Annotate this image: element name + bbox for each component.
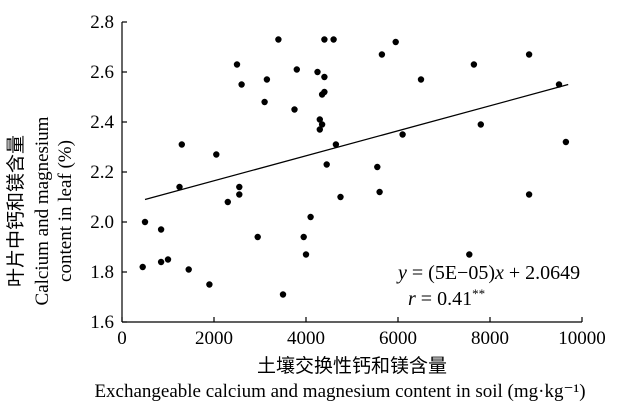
data-point (470, 61, 478, 68)
data-point (176, 183, 183, 191)
y-axis-title-en-1: Calcium and magnesium (32, 116, 53, 305)
data-point (525, 191, 533, 198)
data-point (141, 218, 149, 226)
data-point (316, 116, 323, 123)
data-point (300, 233, 307, 241)
data-point (261, 98, 268, 106)
x-ticks: 0 2000 4000 6000 8000 10000 (117, 317, 606, 349)
data-point (279, 291, 287, 298)
x-tick-label: 4000 (287, 328, 325, 349)
data-point (374, 163, 381, 171)
data-point (291, 106, 298, 113)
data-point (185, 266, 192, 273)
data-point (178, 141, 185, 148)
data-point (307, 213, 314, 221)
y-tick-label: 2.2 (90, 162, 114, 183)
data-point (233, 61, 241, 68)
y-tick-label: 2.6 (90, 62, 114, 83)
data-point (236, 183, 243, 191)
data-point (293, 66, 300, 73)
data-point (378, 51, 386, 58)
x-axis-title-zh: 土壤交换性钙和镁含量 (257, 355, 447, 377)
y-axis-title-zh: 叶片中钙和镁含量 (5, 135, 27, 287)
data-point (330, 36, 337, 43)
y-tick-label: 2.8 (90, 12, 114, 33)
x-tick-label: 6000 (379, 328, 417, 349)
x-tick-label: 2000 (195, 328, 233, 349)
data-point (302, 251, 310, 258)
data-point (323, 161, 330, 168)
data-point (332, 141, 340, 148)
data-point (318, 121, 326, 128)
data-point (477, 121, 484, 128)
y-ticks: 1.6 1.8 2.0 2.2 2.4 2.6 2.8 (90, 12, 127, 333)
data-point (417, 76, 425, 83)
data-point (316, 126, 323, 133)
data-point (399, 131, 406, 138)
data-point (314, 68, 321, 76)
data-point (263, 76, 271, 83)
regression-equation: y = (5E−05)x + 2.0649 (396, 262, 580, 284)
y-tick-label: 1.8 (90, 262, 114, 283)
data-point (466, 251, 473, 258)
y-axis-title-en-2: content in leaf (%) (55, 140, 76, 282)
data-point (321, 88, 328, 96)
x-tick-label: 10000 (558, 328, 606, 349)
data-points (139, 36, 570, 298)
data-point (321, 73, 328, 81)
data-point (238, 81, 245, 88)
data-point (157, 258, 165, 266)
plot-area: 1.6 1.8 2.0 2.2 2.4 2.6 2.8 0 2000 4000 6000 8000 1… (90, 12, 606, 349)
data-point (254, 233, 261, 241)
correlation-label: r = 0.41** (408, 286, 485, 311)
data-point (392, 38, 399, 46)
data-point (139, 263, 146, 271)
data-point (337, 193, 344, 201)
data-point (236, 191, 243, 198)
x-tick-label: 8000 (471, 328, 509, 349)
data-point (206, 281, 213, 288)
data-point (525, 51, 533, 58)
data-point (213, 151, 220, 158)
data-point (562, 138, 570, 146)
data-point (164, 256, 172, 263)
data-point (376, 188, 383, 196)
y-axis-title-en-2-group: content in leaf (%) (55, 140, 76, 282)
x-tick-label: 0 (117, 328, 127, 349)
data-point (157, 226, 165, 233)
y-axis-title-en-1-group: Calcium and magnesium (32, 116, 53, 305)
y-axis-title: 叶片中钙和镁含量 (5, 135, 27, 287)
y-tick-label: 1.6 (90, 312, 114, 333)
data-point (224, 198, 231, 206)
data-point (275, 36, 282, 43)
x-axis-title-en: Exchangeable calcium and magnesium conte… (94, 381, 585, 402)
y-tick-label: 2.4 (90, 112, 114, 133)
y-tick-label: 2.0 (90, 212, 114, 233)
trend-line (144, 83, 569, 201)
data-point (321, 36, 328, 43)
